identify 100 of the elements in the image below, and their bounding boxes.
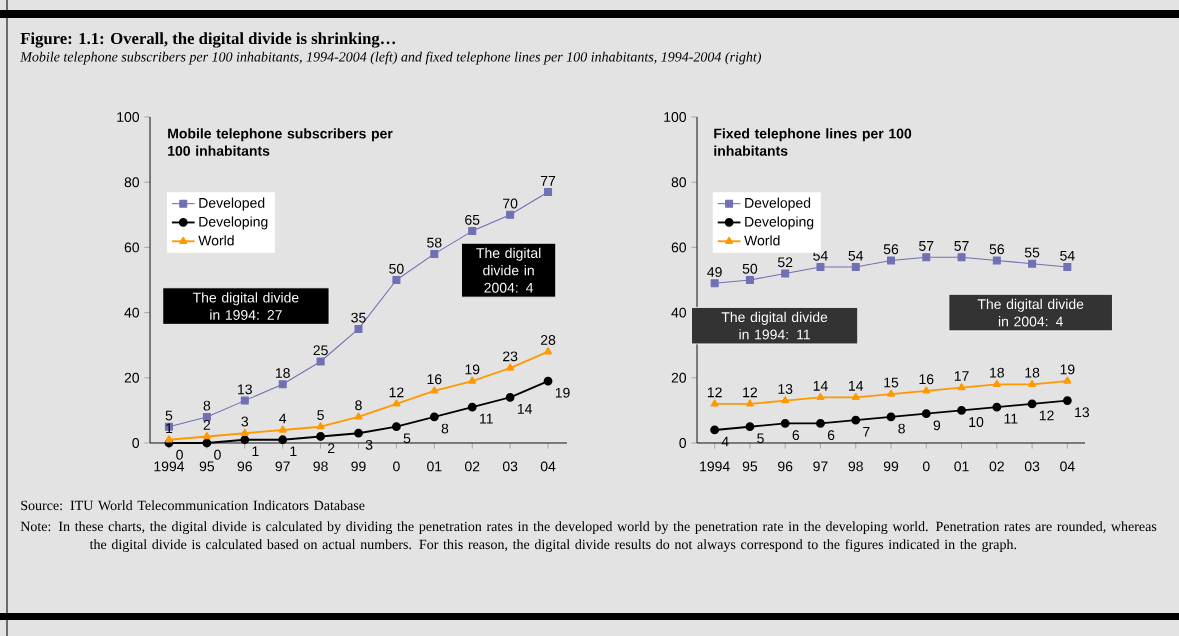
data-label: 56 [883, 244, 899, 255]
data-label: 5 [165, 410, 173, 421]
data-label: 58 [427, 237, 442, 248]
text: Figure: 1.1: Overall, the digital divide is shrinking… [20, 32, 396, 48]
data-label: 12 [743, 387, 757, 398]
text: Mobile telephone subscribers per 100 inhabitants, 1994-2004 (left) and fixed telephone lines per 100 inhabitants, 1994-2004 (right) [20, 51, 762, 65]
point [921, 409, 931, 419]
data-label: 10 [969, 417, 984, 428]
annotation: The digital divide in 2004: 4 [977, 298, 1084, 327]
point [816, 262, 825, 271]
annotation: The digital divide in 1994: 11 [721, 311, 828, 340]
data-label: 8 [441, 423, 449, 434]
point [745, 275, 754, 284]
x-tick-label: 1994 [700, 461, 730, 472]
point [887, 256, 896, 265]
data-label: 56 [989, 244, 1004, 255]
data-label: 8 [203, 400, 211, 411]
data-label: 50 [389, 263, 404, 274]
data-label: 2 [328, 443, 335, 453]
point [354, 412, 363, 420]
x-tick-label: 04 [540, 461, 556, 472]
point [202, 432, 211, 440]
data-label: 7 [863, 426, 870, 437]
point [887, 389, 895, 397]
point [710, 279, 719, 288]
point [1028, 379, 1037, 387]
data-label: 0 [176, 449, 183, 460]
data-label: 54 [848, 250, 864, 261]
data-label: 5 [317, 410, 324, 420]
data-label: 12 [1039, 410, 1054, 421]
point [354, 324, 363, 333]
point [278, 435, 288, 445]
data-label: 13 [778, 384, 793, 394]
data-label: 2 [203, 420, 211, 430]
data-label: 13 [238, 384, 252, 395]
data-label: 18 [1025, 367, 1040, 378]
point [1027, 399, 1037, 409]
data-label: 16 [919, 374, 934, 385]
data-label: 19 [555, 387, 570, 398]
x-tick-label: 98 [848, 461, 863, 472]
data-label: 23 [503, 351, 518, 362]
annotation: The digital divide in 1994: 27 [192, 292, 299, 320]
data-label: 4 [721, 436, 729, 447]
point [316, 357, 325, 366]
point [745, 422, 755, 432]
data-label: 8 [355, 400, 362, 411]
data-label: 17 [954, 371, 969, 381]
y-tick-label: 60 [124, 242, 140, 253]
data-label: 55 [1024, 247, 1040, 258]
text: Fixed telephone lines per 100 inhabitants [714, 128, 912, 156]
legend-label: Developed [199, 197, 265, 211]
point [816, 392, 825, 401]
point [816, 419, 825, 428]
x-tick-label: 0 [393, 461, 400, 472]
legend-label: World [744, 235, 780, 246]
data-label: 12 [389, 387, 404, 398]
data-label: 18 [275, 368, 290, 379]
point [467, 402, 477, 412]
legend-label: Developing [745, 216, 814, 230]
x-tick-label: 04 [1060, 461, 1075, 472]
x-tick-label: 01 [954, 461, 969, 472]
point [1063, 376, 1072, 384]
x-tick-label: 03 [1024, 461, 1040, 472]
point [468, 376, 477, 384]
data-label: 65 [465, 214, 480, 225]
data-label: 49 [707, 267, 722, 277]
point [922, 253, 931, 262]
data-label: 57 [919, 241, 934, 251]
x-tick-label: 02 [464, 461, 480, 472]
data-label: 3 [241, 416, 249, 427]
x-tick-label: 97 [275, 461, 290, 472]
point [316, 422, 325, 430]
source-note: Source: ITU World Telecommunication Indicators Database [21, 500, 365, 511]
point [957, 253, 966, 262]
x-tick-label: 99 [883, 461, 899, 472]
y-tick-label: 60 [671, 242, 687, 253]
point [430, 386, 439, 394]
point [544, 187, 553, 196]
point [781, 269, 790, 278]
point [430, 249, 439, 258]
point [392, 275, 401, 284]
x-tick-label: 02 [989, 461, 1004, 472]
point [957, 405, 966, 415]
data-label: 15 [884, 377, 899, 388]
data-label: 12 [707, 387, 722, 398]
data-label: 1 [166, 423, 173, 434]
point [278, 380, 287, 389]
data-label: 11 [1004, 413, 1018, 424]
point [992, 402, 1002, 412]
data-label: 9 [933, 420, 941, 431]
point [392, 399, 401, 407]
annotation: The digital divide in 2004: 4 [476, 247, 541, 293]
data-label: 50 [742, 263, 758, 274]
x-tick-label: 95 [199, 461, 215, 472]
y-tick-label: 100 [664, 112, 687, 122]
x-tick-label: 96 [237, 461, 252, 472]
point [240, 435, 250, 445]
data-label: 3 [365, 439, 373, 450]
point [710, 399, 719, 407]
point [202, 412, 211, 421]
